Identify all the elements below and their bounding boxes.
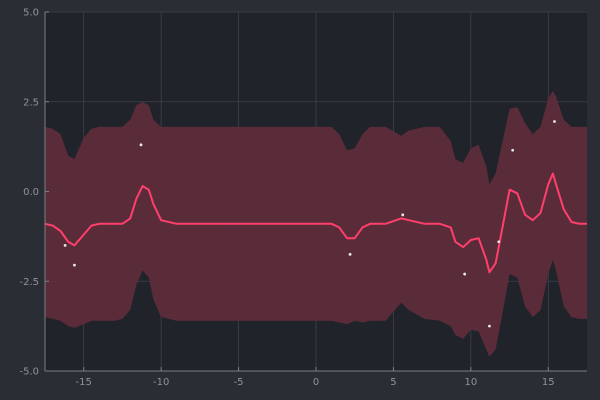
x-tick-label: 0 — [313, 377, 319, 388]
x-tick-label: -15 — [76, 377, 92, 388]
y-tick-label: 5.0 — [23, 8, 39, 19]
x-tick-label: 5 — [390, 377, 396, 388]
y-tick-label: -5.0 — [19, 367, 39, 378]
y-tick-label: 0.0 — [23, 187, 39, 198]
observation-point — [488, 324, 491, 328]
observation-point — [139, 143, 143, 147]
x-tick-label: 15 — [542, 377, 555, 388]
observation-points — [63, 120, 556, 328]
tick-labels: -15 -10 -5 0 5 10 15 -5.0 -2.5 0.0 2.5 5.0 — [19, 8, 554, 389]
x-tick-label: -5 — [234, 377, 244, 388]
x-tick-label: -10 — [153, 377, 169, 388]
observation-point — [348, 252, 352, 256]
y-tick-label: -2.5 — [19, 277, 39, 288]
mean-line — [44, 172, 587, 274]
observation-point — [553, 120, 556, 123]
x-tick-label: 10 — [464, 377, 477, 388]
axes — [44, 11, 587, 372]
observation-point — [497, 240, 501, 244]
observation-point — [511, 148, 515, 152]
observation-point — [73, 263, 76, 267]
observation-point — [401, 213, 405, 217]
observation-point — [463, 272, 467, 276]
observation-point — [63, 243, 67, 247]
mean-line-layer — [44, 172, 587, 274]
y-tick-label: 2.5 — [23, 97, 39, 108]
